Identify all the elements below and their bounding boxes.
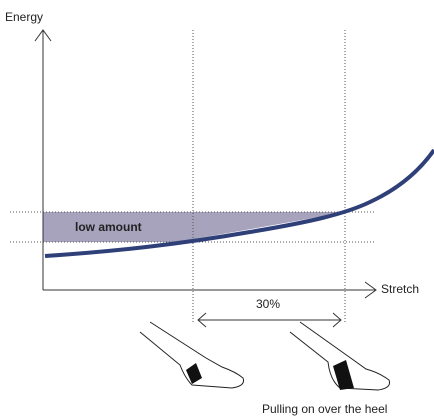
span-arrow-head: [332, 312, 342, 328]
y-axis-label: Energy: [5, 10, 43, 24]
y-axis-arrow: [34, 29, 52, 42]
low-amount-region: [43, 212, 345, 242]
span-arrow-head: [197, 312, 207, 328]
region-label: low amount: [75, 220, 142, 234]
caption: Pulling on over the heel: [262, 402, 387, 416]
energy-curve: [44, 148, 434, 258]
foot-illustration: [289, 321, 390, 391]
x-axis-label: Stretch: [381, 282, 419, 296]
x-axis-arrow: [364, 281, 377, 299]
span-label: 30%: [256, 297, 280, 311]
foot-illustration: [139, 321, 244, 389]
